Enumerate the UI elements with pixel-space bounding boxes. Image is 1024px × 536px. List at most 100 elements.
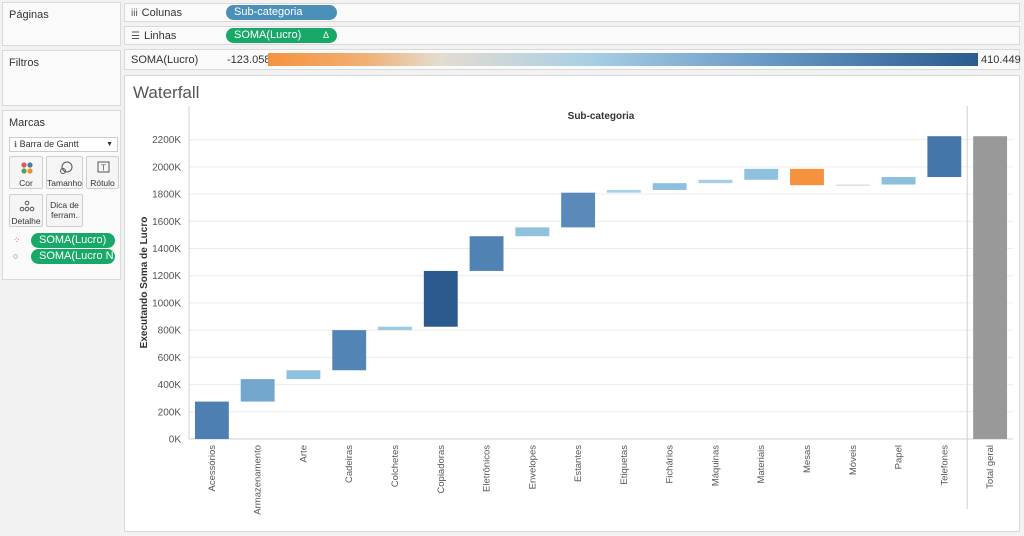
- x-tick-label: Estantes: [573, 445, 584, 482]
- legend-field-label: SOMA(Lucro): [131, 54, 199, 66]
- filters-panel[interactable]: Filtros: [2, 50, 121, 106]
- detail-card[interactable]: Detalhe: [9, 194, 43, 227]
- y-tick-label: 2200K: [152, 135, 181, 146]
- waterfall-bar: [286, 370, 321, 380]
- marks-panel: Marcas ℹ Barra de Gantt ▼ Cor Tamanho T: [2, 110, 121, 280]
- pages-panel[interactable]: Páginas: [2, 2, 121, 46]
- text-label-icon: T: [97, 161, 110, 173]
- waterfall-bar: [698, 179, 733, 184]
- x-tick-label: Arte: [298, 445, 309, 462]
- columns-shelf-label: iii Colunas: [131, 7, 182, 19]
- tooltip-card-label: Dica de ferram.: [50, 200, 79, 220]
- mark-type-label: Barra de Gantt: [19, 139, 79, 149]
- y-axis-label: Executando Soma de Lucro: [139, 217, 150, 349]
- size-card[interactable]: Tamanho: [46, 156, 83, 189]
- rows-icon: ☰: [131, 31, 140, 42]
- pages-title: Páginas: [9, 9, 49, 21]
- waterfall-bar: [606, 189, 641, 193]
- columns-pill-subcategory[interactable]: Sub-categoria: [226, 5, 337, 20]
- y-tick-label: 1400K: [152, 244, 181, 255]
- columns-icon: iii: [131, 8, 138, 19]
- color-dots-icon: [21, 162, 33, 174]
- chart-title: Sub-categoria: [568, 111, 635, 122]
- label-card[interactable]: T Rótulo: [86, 156, 119, 189]
- waterfall-bar: [515, 227, 550, 237]
- x-tick-label: Cadeiras: [344, 445, 355, 483]
- x-tick-label: Máquinas: [710, 445, 721, 486]
- y-tick-label: 1800K: [152, 190, 181, 201]
- mark-pill-profit-size[interactable]: SOMA(Lucro N...: [31, 249, 115, 264]
- x-tick-label: Acessórios: [207, 445, 218, 492]
- waterfall-bar: [378, 326, 412, 331]
- waterfall-bar: [744, 168, 779, 180]
- worksheet: Waterfall Sub-categoria Executando Soma d…: [124, 75, 1020, 532]
- x-tick-label: Envelopes: [527, 445, 538, 490]
- chevron-down-icon: ▼: [106, 141, 113, 148]
- color-dots-icon: ⁘: [13, 235, 21, 245]
- waterfall-bar: [561, 192, 596, 228]
- legend-min-label: -123.058: [227, 54, 271, 66]
- size-card-label: Tamanho: [47, 178, 82, 188]
- x-tick-label: Armazenamento: [253, 445, 264, 515]
- columns-pill-label: Sub-categoria: [234, 6, 303, 18]
- rows-pill-profit[interactable]: SOMA(Lucro) Δ: [226, 28, 337, 43]
- size-icon: ○: [13, 251, 19, 261]
- sheet-title: Waterfall: [133, 83, 200, 102]
- marks-title: Marcas: [9, 117, 46, 129]
- delta-icon: Δ: [322, 30, 329, 40]
- waterfall-bar: [423, 270, 458, 327]
- color-card[interactable]: Cor: [9, 156, 43, 189]
- waterfall-bar: [469, 236, 504, 271]
- y-tick-label: 2000K: [152, 162, 181, 173]
- waterfall-bar: [973, 136, 1008, 439]
- detail-dots-icon: [19, 200, 35, 212]
- y-tick-label: 1600K: [152, 217, 181, 228]
- waterfall-bar: [881, 177, 916, 185]
- color-card-label: Cor: [19, 178, 33, 188]
- gantt-icon: ℹ: [14, 140, 18, 149]
- x-tick-label: Total geral: [985, 445, 996, 489]
- x-tick-label: Móveis: [848, 445, 859, 475]
- x-tick-label: Mesas: [802, 445, 813, 473]
- legend-max-label: 410.449: [981, 54, 1021, 66]
- label-card-label: Rótulo: [90, 178, 115, 188]
- x-tick-label: Materiais: [756, 445, 767, 484]
- x-tick-label: Papel: [894, 445, 905, 469]
- legend-gradient-bar[interactable]: [268, 53, 978, 66]
- x-tick-label: Fichários: [665, 445, 676, 484]
- y-tick-label: 1200K: [152, 271, 181, 282]
- mark-type-dropdown[interactable]: ℹ Barra de Gantt ▼: [9, 137, 118, 152]
- columns-label-text: Colunas: [141, 7, 183, 19]
- mark-pill-profit-color[interactable]: SOMA(Lucro): [31, 233, 115, 248]
- mark-pill-label: SOMA(Lucro N...: [39, 250, 115, 262]
- waterfall-bar: [790, 168, 824, 186]
- rows-shelf-label: ☰ Linhas: [131, 30, 176, 42]
- filters-title: Filtros: [9, 57, 39, 69]
- detail-card-label: Detalhe: [11, 216, 41, 226]
- waterfall-bar: [332, 330, 367, 371]
- y-tick-label: 1000K: [152, 298, 181, 309]
- columns-shelf[interactable]: iii Colunas Sub-categoria: [124, 3, 1020, 22]
- mark-pill-label: SOMA(Lucro): [39, 234, 107, 246]
- waterfall-bar: [240, 379, 275, 402]
- y-tick-label: 400K: [158, 380, 182, 391]
- waterfall-chart[interactable]: Sub-categoria Executando Soma de Lucro 0K 2…: [125, 76, 1019, 531]
- y-tick-label: 0K: [169, 435, 182, 446]
- size-icon: [60, 161, 73, 174]
- x-tick-label: Copiadoras: [436, 445, 447, 494]
- rows-shelf[interactable]: ☰ Linhas SOMA(Lucro) Δ: [124, 26, 1020, 45]
- svg-text:T: T: [101, 164, 106, 173]
- x-tick-label: Telefones: [939, 445, 950, 486]
- y-tick-label: 600K: [158, 353, 182, 364]
- rows-pill-label: SOMA(Lucro): [234, 29, 302, 41]
- x-tick-label: Eletrônicos: [482, 445, 493, 492]
- waterfall-bar: [927, 136, 962, 178]
- tooltip-card[interactable]: Dica de ferram.: [46, 194, 83, 227]
- x-tick-label: Colchetes: [390, 445, 401, 487]
- waterfall-bar: [652, 183, 687, 190]
- rows-label-text: Linhas: [143, 30, 177, 42]
- y-tick-label: 200K: [158, 407, 182, 418]
- x-tick-label: Etiquetas: [619, 445, 630, 485]
- waterfall-bar: [835, 184, 870, 186]
